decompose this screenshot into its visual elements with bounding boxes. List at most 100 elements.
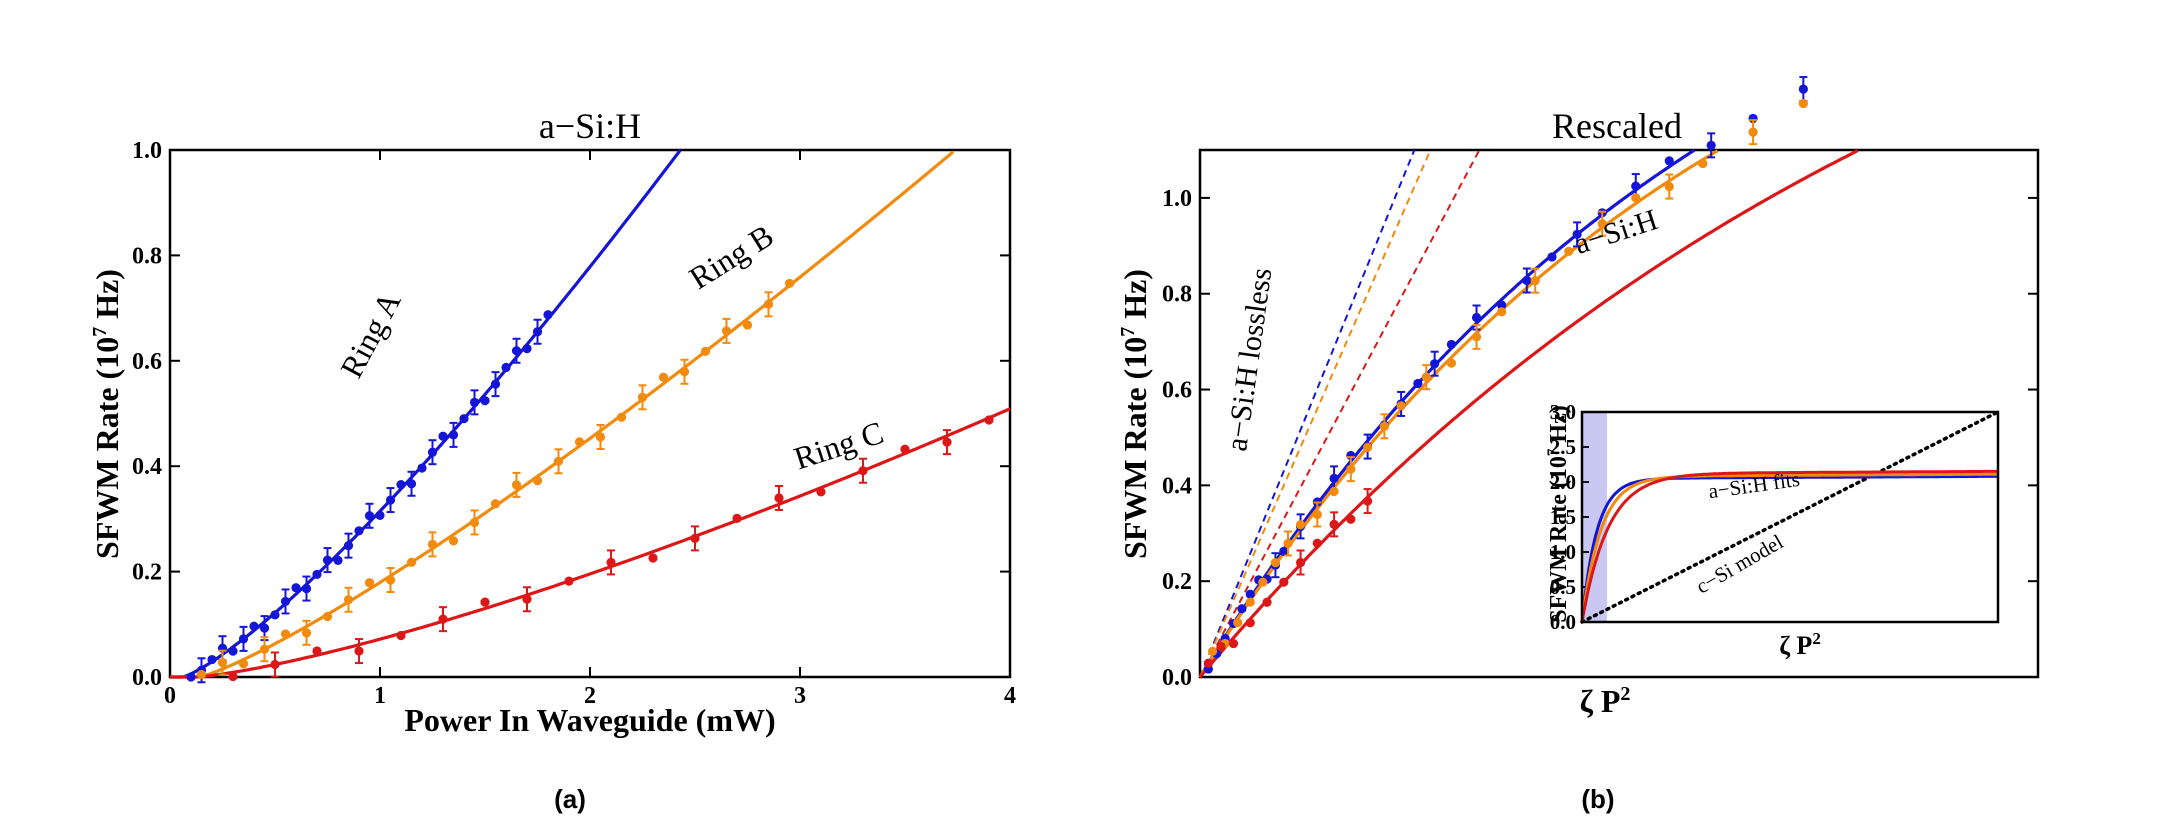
data-point — [417, 463, 427, 473]
marker — [228, 671, 238, 682]
y-tick-label: 0.0 — [1162, 665, 1192, 691]
data-point — [1413, 378, 1423, 389]
marker — [1664, 181, 1674, 192]
marker — [1245, 589, 1255, 599]
data-point — [238, 659, 249, 669]
fit-line-ring-c — [170, 407, 1011, 679]
data-point — [595, 424, 606, 451]
data-point — [301, 619, 312, 646]
x-tick-label: 4 — [1004, 683, 1016, 709]
marker — [196, 669, 207, 680]
data-point — [1312, 501, 1322, 528]
data-point — [1363, 488, 1373, 515]
data-point — [1279, 546, 1289, 557]
inset-fit-line — [1580, 474, 1999, 623]
marker — [301, 583, 312, 594]
marker — [322, 611, 333, 622]
marker — [270, 610, 280, 620]
data-point — [616, 412, 627, 422]
panel-label-a: (a) — [554, 784, 586, 814]
inset-y-axis-label: SFWM Rate (107 Hz) — [1545, 405, 1572, 622]
marker — [1379, 421, 1389, 431]
marker — [658, 372, 669, 382]
marker — [259, 644, 270, 654]
marker — [1363, 442, 1373, 453]
marker — [1203, 658, 1213, 668]
chart-b-x-axis-label: ζ P2 — [1580, 683, 1631, 719]
data-point — [858, 457, 868, 484]
data-point — [1329, 511, 1339, 538]
data-point — [438, 431, 448, 441]
marker — [1547, 252, 1557, 262]
data-point — [1446, 358, 1456, 368]
x-tick-label: 2 — [584, 683, 596, 709]
chart-b-title: Rescaled — [1552, 106, 1682, 146]
fit-line — [1198, 149, 1859, 679]
data-point — [343, 532, 354, 559]
data-point — [700, 346, 711, 357]
data-point — [721, 317, 732, 344]
data-point — [1522, 267, 1532, 294]
data-point — [217, 649, 228, 676]
data-point — [501, 362, 511, 373]
data-point — [322, 611, 333, 622]
series-label: Ring A — [333, 286, 408, 384]
data-point — [732, 513, 742, 523]
marker — [396, 480, 406, 490]
data-point — [984, 415, 994, 425]
inset-y-tick-label: 3.0 — [1550, 400, 1576, 424]
marker — [1279, 546, 1289, 557]
marker — [1430, 359, 1440, 369]
chart-b-lossless-lines — [1199, 149, 1481, 678]
marker — [291, 583, 301, 593]
data-point — [1346, 456, 1356, 483]
data-point — [459, 414, 469, 424]
data-point — [1262, 597, 1272, 607]
inset-ticks: 0.0 0.5 1.0 1.5 2.0 2.5 3.0 — [1550, 400, 1589, 634]
data-point — [270, 610, 280, 620]
marker — [490, 499, 501, 509]
data-point — [364, 502, 375, 529]
marker — [522, 594, 532, 604]
data-point — [333, 555, 343, 565]
data-point — [658, 372, 669, 382]
marker — [648, 553, 658, 563]
marker — [1245, 618, 1255, 628]
data-point — [406, 557, 417, 567]
marker — [1295, 557, 1306, 568]
marker — [543, 310, 553, 320]
marker — [1237, 604, 1247, 614]
y-tick-label: 0.8 — [132, 243, 162, 269]
chart-a-y-axis-label: SFWM Rate (107 Hz) — [89, 269, 125, 559]
marker — [784, 278, 795, 289]
data-point — [291, 583, 301, 593]
annotation: a−Si:H lossless — [1220, 266, 1278, 453]
data-point — [354, 526, 364, 536]
marker — [1346, 464, 1356, 474]
marker — [1446, 358, 1456, 368]
inset-fit-line — [1580, 469, 1998, 623]
marker — [480, 597, 490, 607]
y-tick-label: 0.4 — [132, 454, 162, 480]
data-point — [480, 597, 490, 607]
data-point — [1530, 267, 1540, 294]
marker — [207, 654, 217, 665]
data-point — [469, 509, 480, 536]
inset-y-tick-label: 0.5 — [1550, 575, 1576, 599]
data-point — [1798, 98, 1808, 109]
data-point — [774, 484, 784, 511]
marker — [1207, 646, 1218, 656]
data-point — [648, 553, 658, 563]
chart-a-data-points — [186, 278, 994, 684]
data-point — [679, 358, 690, 385]
series-label: Ring B — [683, 217, 780, 296]
data-point — [375, 510, 385, 520]
data-point — [1748, 119, 1758, 146]
data-point — [1363, 442, 1373, 453]
marker — [858, 466, 868, 476]
data-point — [249, 621, 259, 631]
data-point — [1233, 617, 1243, 628]
marker — [301, 628, 312, 638]
